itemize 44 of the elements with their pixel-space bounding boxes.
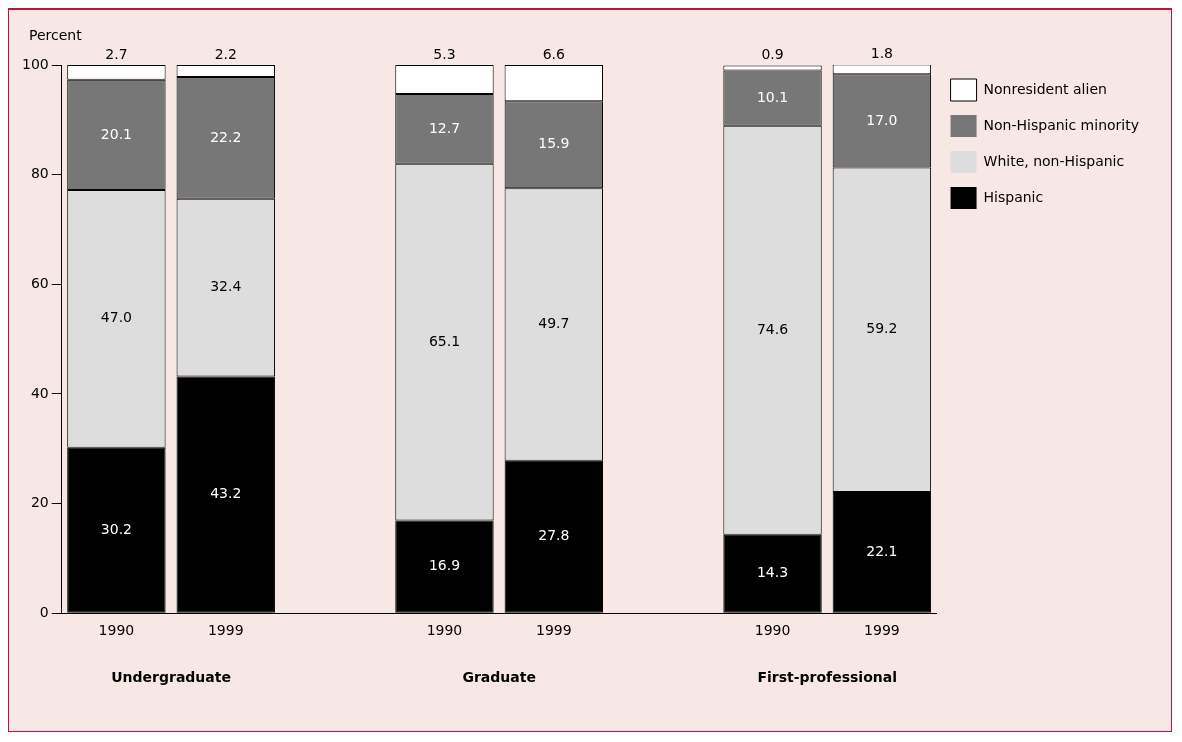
text: Undergraduate [111, 668, 231, 685]
data-label: 6.6 [542, 45, 566, 62]
y-tick-label: 20 [30, 494, 49, 511]
data-label: 59.2 [866, 320, 898, 337]
y-tick-label: 100 [21, 55, 49, 72]
x-tick-label: 1999 [207, 622, 244, 639]
data-label: 20.1 [100, 125, 132, 142]
data-label: 27.8 [538, 527, 570, 544]
data-label: 17.0 [866, 111, 898, 128]
y-tick-label: 0 [39, 603, 49, 620]
data-label: 49.7 [538, 315, 570, 332]
data-label: 15.9 [538, 135, 570, 152]
data-label: 5.3 [433, 45, 456, 62]
data-label: 2.2 [214, 45, 237, 62]
data-label: 65.1 [428, 332, 461, 349]
data-label: 14.3 [756, 564, 789, 581]
data-label: 30.2 [100, 520, 132, 537]
data-label: 16.9 [428, 557, 461, 574]
x-tick-label: 1990 [98, 622, 135, 639]
x-tick-label: 1990 [426, 622, 463, 639]
legend-label: Non-Hispanic minority [983, 116, 1139, 133]
y-tick-label: 40 [30, 384, 49, 401]
text: First-professional [757, 668, 897, 685]
legend-label: White, non-Hispanic [983, 152, 1125, 169]
x-tick-label: 1990 [754, 622, 791, 639]
data-label: 32.4 [210, 278, 242, 295]
y-axis-title: Percent [29, 26, 83, 43]
data-label: 74.6 [756, 320, 789, 337]
data-label: 43.2 [210, 485, 242, 502]
x-tick-label: 1999 [864, 622, 900, 639]
data-label: 12.7 [428, 119, 461, 136]
data-label: 1.8 [870, 45, 894, 62]
y-tick-label: 60 [30, 274, 49, 291]
data-label: 47.0 [100, 309, 132, 326]
text: Graduate [462, 668, 536, 685]
data-label: 10.1 [756, 88, 789, 105]
data-label: 22.1 [866, 543, 898, 560]
data-label: 0.9 [761, 46, 784, 63]
legend-label: Hispanic [983, 188, 1044, 205]
data-label: 22.2 [210, 128, 242, 145]
x-tick-label: 1999 [536, 622, 572, 639]
legend-label: Nonresident alien [983, 80, 1107, 97]
data-label: 2.7 [105, 45, 128, 62]
y-tick-label: 80 [30, 165, 49, 182]
